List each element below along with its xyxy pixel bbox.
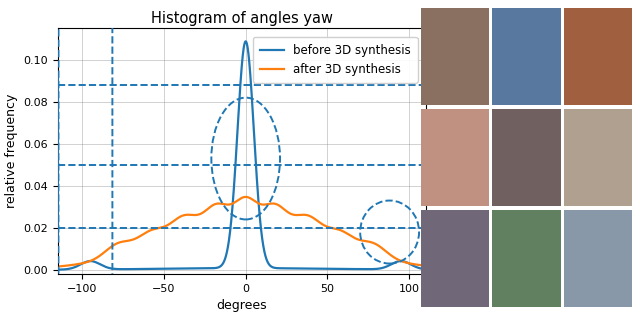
after 3D synthesis [430,265,438,268]
after 3D synthesis [422,264,430,268]
before 3D synthesis [242,39,250,43]
Title: Histogram of angles yaw: Histogram of angles yaw [150,11,333,26]
Bar [564,8,632,105]
after 3D synthesis [198,211,205,215]
after 3D synthesis [382,249,390,253]
Bar [492,8,561,105]
before 3D synthesis [97,263,104,266]
after 3D synthesis [119,240,127,243]
before 3D synthesis [54,268,61,272]
Legend: before 3D synthesis, after 3D synthesis: before 3D synthesis, after 3D synthesis [253,37,418,83]
Bar [564,210,632,307]
Line: before 3D synthesis: before 3D synthesis [58,41,434,270]
before 3D synthesis [198,266,205,270]
Y-axis label: relative frequency: relative frequency [4,94,17,209]
X-axis label: degrees: degrees [216,299,267,312]
after 3D synthesis [54,265,61,268]
before 3D synthesis [119,267,127,271]
after 3D synthesis [242,195,250,199]
before 3D synthesis [430,268,438,272]
Bar [420,210,489,307]
after 3D synthesis [214,202,222,205]
after 3D synthesis [97,253,104,257]
Bar [492,109,561,206]
before 3D synthesis [214,266,222,269]
Bar [492,210,561,307]
Bar [564,109,632,206]
Bar [420,109,489,206]
before 3D synthesis [422,267,430,271]
Bar [420,8,489,105]
Line: after 3D synthesis: after 3D synthesis [58,197,434,266]
before 3D synthesis [382,265,390,269]
